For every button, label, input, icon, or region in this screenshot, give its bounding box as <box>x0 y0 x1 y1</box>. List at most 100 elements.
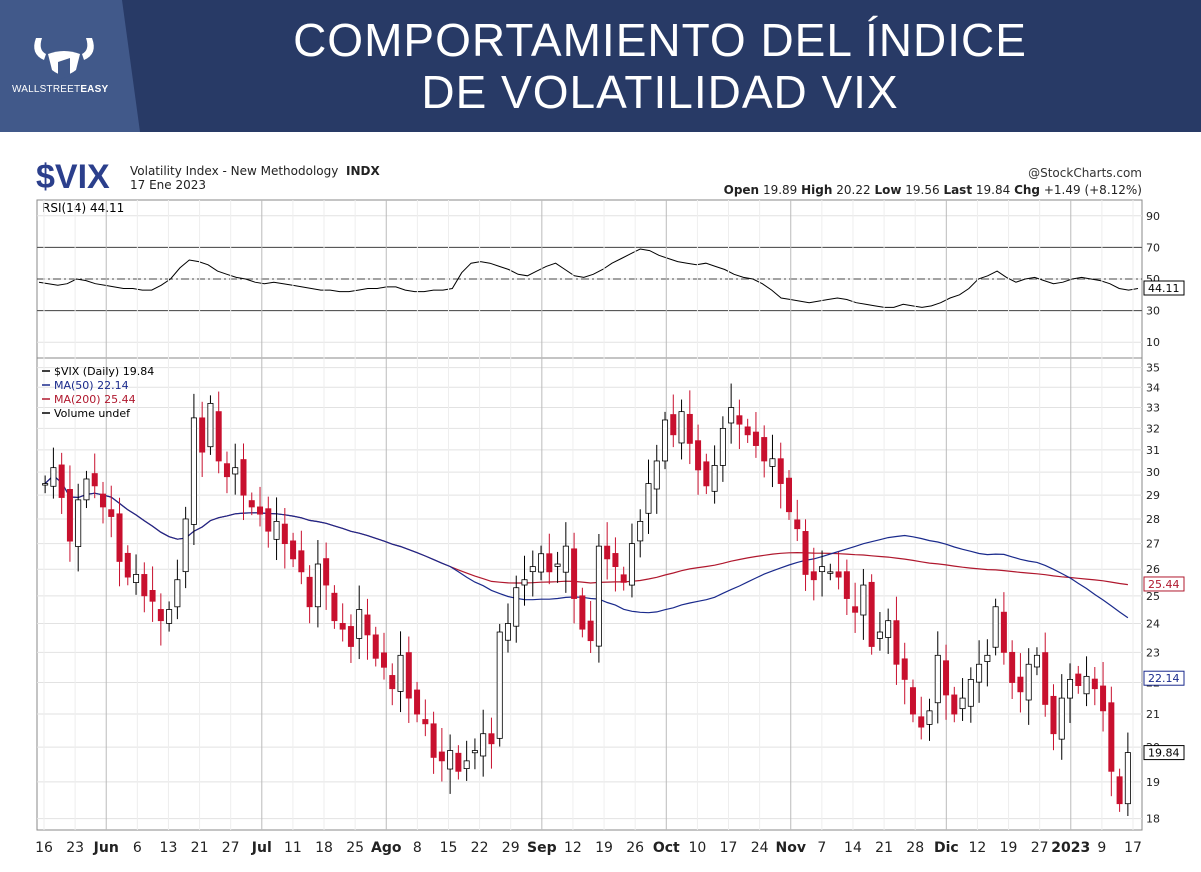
candle-body <box>75 499 82 547</box>
price-tick-label: 26 <box>1146 563 1160 576</box>
candle-body <box>926 710 933 725</box>
price-panel: 353433323130292827262524232221201918 25.… <box>36 200 1185 831</box>
x-tick-label: 8 <box>413 840 422 856</box>
candle-body <box>595 545 602 647</box>
ticker-symbol: $VIX <box>36 158 110 196</box>
logo-text: WALLSTREETEASY <box>12 84 109 95</box>
candle-body <box>504 623 511 641</box>
chart-date: 17 Ene 2023 <box>130 178 206 192</box>
legend-ma50: MA(50) 22.14 <box>54 379 129 392</box>
last-value-badge <box>1143 576 1185 592</box>
candle-body <box>471 750 478 754</box>
candle-body <box>967 679 974 707</box>
candle-body <box>529 566 536 573</box>
candle-body <box>1033 654 1040 668</box>
candle-body <box>562 545 569 573</box>
x-tick-label: 18 <box>315 840 333 856</box>
candle-body <box>794 519 801 530</box>
candle-body <box>1108 702 1115 772</box>
candle-body <box>744 426 751 436</box>
candle-body <box>463 760 470 770</box>
title-banner: WALLSTREETEASY COMPORTAMIENTO DEL ÍNDICE… <box>0 0 1201 132</box>
candle-body <box>827 571 834 574</box>
x-tick-label: 29 <box>502 840 520 856</box>
x-tick-label: 13 <box>160 840 178 856</box>
price-tick-label: 35 <box>1146 362 1160 375</box>
candle-body <box>347 626 354 647</box>
candle-body <box>943 660 950 696</box>
rsi-tick-label: 30 <box>1146 305 1160 318</box>
x-tick-label: 6 <box>133 840 142 856</box>
candle-body <box>215 411 222 462</box>
candle-body <box>149 590 156 602</box>
candle-body <box>752 431 759 446</box>
rsi-tick-label: 10 <box>1146 336 1160 349</box>
candle-body <box>124 552 131 578</box>
stock-chart: $VIX Volatility Index - New Methodology … <box>35 158 1185 856</box>
x-tick-label: 2023 <box>1051 840 1090 856</box>
candle-body <box>323 558 330 586</box>
x-tick-label: Dic <box>934 840 959 856</box>
logo-panel: WALLSTREETEASY <box>0 0 140 132</box>
x-tick-label: 7 <box>817 840 826 856</box>
candle-body <box>876 631 883 639</box>
candle-body <box>868 581 875 647</box>
candle-body <box>1091 678 1098 690</box>
x-tick-label: 10 <box>688 840 706 856</box>
candle-body <box>1083 675 1090 695</box>
candle-body <box>438 751 445 762</box>
candle-body <box>298 550 305 573</box>
rsi-legend: RSI(14) 44.11 <box>42 201 124 215</box>
price-tick-label: 34 <box>1146 381 1160 394</box>
x-tick-label: Jun <box>93 840 119 856</box>
x-tick-label: Sep <box>527 840 557 856</box>
candle-body <box>397 654 404 692</box>
candle-body <box>166 609 173 624</box>
x-tick-label: Jul <box>251 840 272 856</box>
candle-body <box>1067 679 1074 699</box>
candle-body <box>785 477 792 513</box>
candle-body <box>405 652 412 699</box>
candle-body <box>571 548 578 599</box>
candle-body <box>314 563 321 608</box>
price-tick-label: 19 <box>1146 776 1160 789</box>
candle-body <box>381 652 388 668</box>
candle-body <box>670 414 677 436</box>
candle-body <box>83 478 90 501</box>
candle-body <box>58 464 65 498</box>
candle-body <box>1009 651 1016 683</box>
x-tick-label: 26 <box>626 840 644 856</box>
candle-body <box>604 545 611 560</box>
price-tick-label: 33 <box>1146 402 1160 415</box>
ticker-exchange: INDX <box>346 164 380 178</box>
price-y-ticks: 353433323130292827262524232221201918 <box>1146 362 1160 826</box>
candle-body <box>199 417 206 453</box>
candle-body <box>695 440 702 471</box>
x-tick-label: 28 <box>906 840 924 856</box>
candlesticks <box>42 383 1131 817</box>
price-tick-label: 29 <box>1146 489 1160 502</box>
candle-body <box>1050 695 1057 735</box>
candle-body <box>959 697 966 710</box>
candle-body <box>885 620 892 638</box>
candle-body <box>769 458 776 467</box>
candle-body <box>918 716 925 728</box>
candle-body <box>934 654 941 704</box>
candle-body <box>389 675 396 690</box>
candle-body <box>1116 776 1123 805</box>
x-tick-label: 16 <box>35 840 53 856</box>
candle-body <box>538 553 545 573</box>
candle-body <box>331 592 338 622</box>
legend-price: $VIX (Daily) 19.84 <box>54 365 154 378</box>
last-value-badge-text: 22.14 <box>1148 672 1180 685</box>
candle-body <box>587 620 594 642</box>
candle-body <box>223 463 230 478</box>
legend-ma200: MA(200) 25.44 <box>54 393 136 406</box>
candle-body <box>422 719 429 725</box>
candle-body <box>901 658 908 680</box>
candle-body <box>761 437 768 462</box>
x-tick-label: 19 <box>595 840 613 856</box>
